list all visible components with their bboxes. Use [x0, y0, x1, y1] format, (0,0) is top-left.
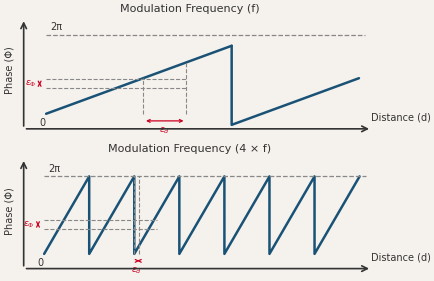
Text: 0: 0	[37, 258, 43, 268]
Text: Phase (Φ): Phase (Φ)	[4, 187, 14, 235]
Text: Distance (d): Distance (d)	[370, 113, 430, 123]
Text: $\epsilon_\Phi$: $\epsilon_\Phi$	[23, 219, 35, 230]
Text: 0: 0	[39, 118, 45, 128]
Text: $\epsilon_\Phi$: $\epsilon_\Phi$	[25, 78, 36, 89]
Text: $\epsilon_d$: $\epsilon_d$	[159, 126, 170, 136]
Text: 2π: 2π	[50, 22, 62, 32]
Text: $\epsilon_d$: $\epsilon_d$	[131, 266, 142, 276]
Title: Modulation Frequency (f): Modulation Frequency (f)	[119, 4, 259, 14]
Text: 2π: 2π	[48, 164, 60, 174]
Text: Phase (Φ): Phase (Φ)	[4, 46, 14, 94]
Text: Distance (d): Distance (d)	[370, 253, 430, 263]
Title: Modulation Frequency (4 × f): Modulation Frequency (4 × f)	[108, 144, 270, 154]
